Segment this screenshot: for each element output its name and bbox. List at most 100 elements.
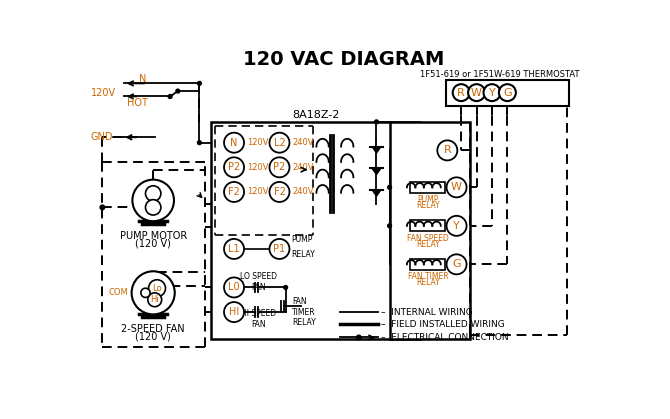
- Circle shape: [446, 216, 466, 236]
- Text: W: W: [451, 182, 462, 192]
- Text: (120 V): (120 V): [135, 331, 171, 341]
- Circle shape: [224, 182, 244, 202]
- Text: 240V: 240V: [293, 138, 314, 147]
- Text: FAN TIMER: FAN TIMER: [408, 272, 448, 281]
- Text: FAN SPEED: FAN SPEED: [407, 233, 449, 243]
- Circle shape: [141, 288, 150, 297]
- Circle shape: [224, 277, 244, 297]
- Text: N: N: [230, 138, 238, 147]
- Text: FAN: FAN: [251, 283, 266, 292]
- Text: Hi: Hi: [150, 295, 159, 304]
- Text: GND: GND: [91, 132, 113, 142]
- Bar: [211, 122, 420, 339]
- Text: 8A18Z-2: 8A18Z-2: [292, 110, 339, 120]
- Circle shape: [224, 157, 244, 177]
- Text: HI SPEED: HI SPEED: [241, 309, 276, 318]
- Text: (120 V): (120 V): [135, 239, 171, 249]
- Text: COM: COM: [109, 288, 129, 297]
- Circle shape: [484, 84, 500, 101]
- Text: L2: L2: [273, 138, 285, 147]
- Circle shape: [224, 239, 244, 259]
- Text: RELAY: RELAY: [416, 278, 440, 287]
- Text: RELAY: RELAY: [291, 251, 315, 259]
- Text: HOT: HOT: [127, 98, 148, 108]
- Circle shape: [453, 84, 470, 101]
- Text: HI: HI: [229, 307, 239, 317]
- Text: 120 VAC DIAGRAM: 120 VAC DIAGRAM: [243, 50, 444, 69]
- Text: R: R: [458, 88, 465, 98]
- Text: Lo: Lo: [152, 284, 162, 293]
- Circle shape: [375, 120, 379, 124]
- Text: TIMER: TIMER: [292, 308, 316, 317]
- Text: P2: P2: [228, 162, 240, 172]
- Polygon shape: [371, 168, 382, 176]
- Bar: [389, 122, 470, 339]
- Bar: [409, 220, 445, 231]
- Circle shape: [388, 186, 391, 189]
- Circle shape: [131, 271, 175, 314]
- Text: RELAY: RELAY: [416, 240, 440, 249]
- Circle shape: [168, 95, 172, 98]
- Text: –  ELECTRICAL CONNECTION: – ELECTRICAL CONNECTION: [381, 333, 509, 342]
- Text: 120V: 120V: [247, 187, 269, 197]
- Text: FAN: FAN: [292, 297, 306, 306]
- Text: 120V: 120V: [91, 88, 116, 98]
- Text: RELAY: RELAY: [416, 201, 440, 210]
- Circle shape: [145, 200, 161, 215]
- Circle shape: [269, 157, 289, 177]
- Text: 240V: 240V: [293, 163, 314, 172]
- Circle shape: [269, 182, 289, 202]
- Circle shape: [100, 205, 105, 210]
- Text: N: N: [139, 74, 147, 84]
- Bar: [409, 182, 445, 193]
- Bar: [409, 259, 445, 270]
- Text: –  FIELD INSTALLED WIRING: – FIELD INSTALLED WIRING: [381, 320, 505, 329]
- Text: Y: Y: [488, 88, 495, 98]
- Text: L1: L1: [228, 244, 240, 254]
- Circle shape: [176, 89, 180, 93]
- Text: G: G: [452, 259, 461, 269]
- Polygon shape: [371, 190, 382, 197]
- Text: PUMP: PUMP: [417, 195, 439, 204]
- Text: P2: P2: [273, 162, 285, 172]
- Bar: [446, 80, 569, 106]
- Text: F2: F2: [228, 187, 240, 197]
- Text: G: G: [503, 88, 512, 98]
- Circle shape: [388, 224, 391, 228]
- Circle shape: [148, 293, 161, 307]
- Text: Y: Y: [453, 221, 460, 231]
- Text: L0: L0: [228, 282, 240, 292]
- Polygon shape: [371, 147, 382, 154]
- Circle shape: [438, 140, 458, 160]
- Text: 120V: 120V: [247, 163, 269, 172]
- Circle shape: [356, 335, 361, 340]
- Text: FAN: FAN: [251, 320, 266, 329]
- Circle shape: [269, 133, 289, 153]
- Text: PUMP: PUMP: [291, 235, 312, 244]
- Text: 120V: 120V: [247, 138, 269, 147]
- Text: –  INTERNAL WIRING: – INTERNAL WIRING: [381, 308, 473, 317]
- Text: 240V: 240V: [293, 187, 314, 197]
- Circle shape: [446, 254, 466, 274]
- Text: 2-SPEED FAN: 2-SPEED FAN: [121, 323, 185, 334]
- Text: F2: F2: [273, 187, 285, 197]
- Text: P1: P1: [273, 244, 285, 254]
- Circle shape: [269, 239, 289, 259]
- Text: PUMP MOTOR: PUMP MOTOR: [119, 231, 187, 241]
- Text: 1F51-619 or 1F51W-619 THERMOSTAT: 1F51-619 or 1F51W-619 THERMOSTAT: [420, 70, 580, 80]
- Circle shape: [283, 285, 287, 290]
- Circle shape: [224, 302, 244, 322]
- Circle shape: [149, 280, 165, 297]
- Circle shape: [446, 177, 466, 197]
- Circle shape: [198, 141, 201, 145]
- Circle shape: [499, 84, 516, 101]
- Circle shape: [145, 186, 161, 201]
- Circle shape: [133, 180, 174, 221]
- Text: W: W: [471, 88, 482, 98]
- Text: R: R: [444, 145, 451, 155]
- Circle shape: [198, 81, 201, 85]
- Circle shape: [468, 84, 485, 101]
- Text: LO SPEED: LO SPEED: [240, 272, 277, 281]
- Text: RELAY: RELAY: [292, 318, 316, 327]
- Circle shape: [224, 133, 244, 153]
